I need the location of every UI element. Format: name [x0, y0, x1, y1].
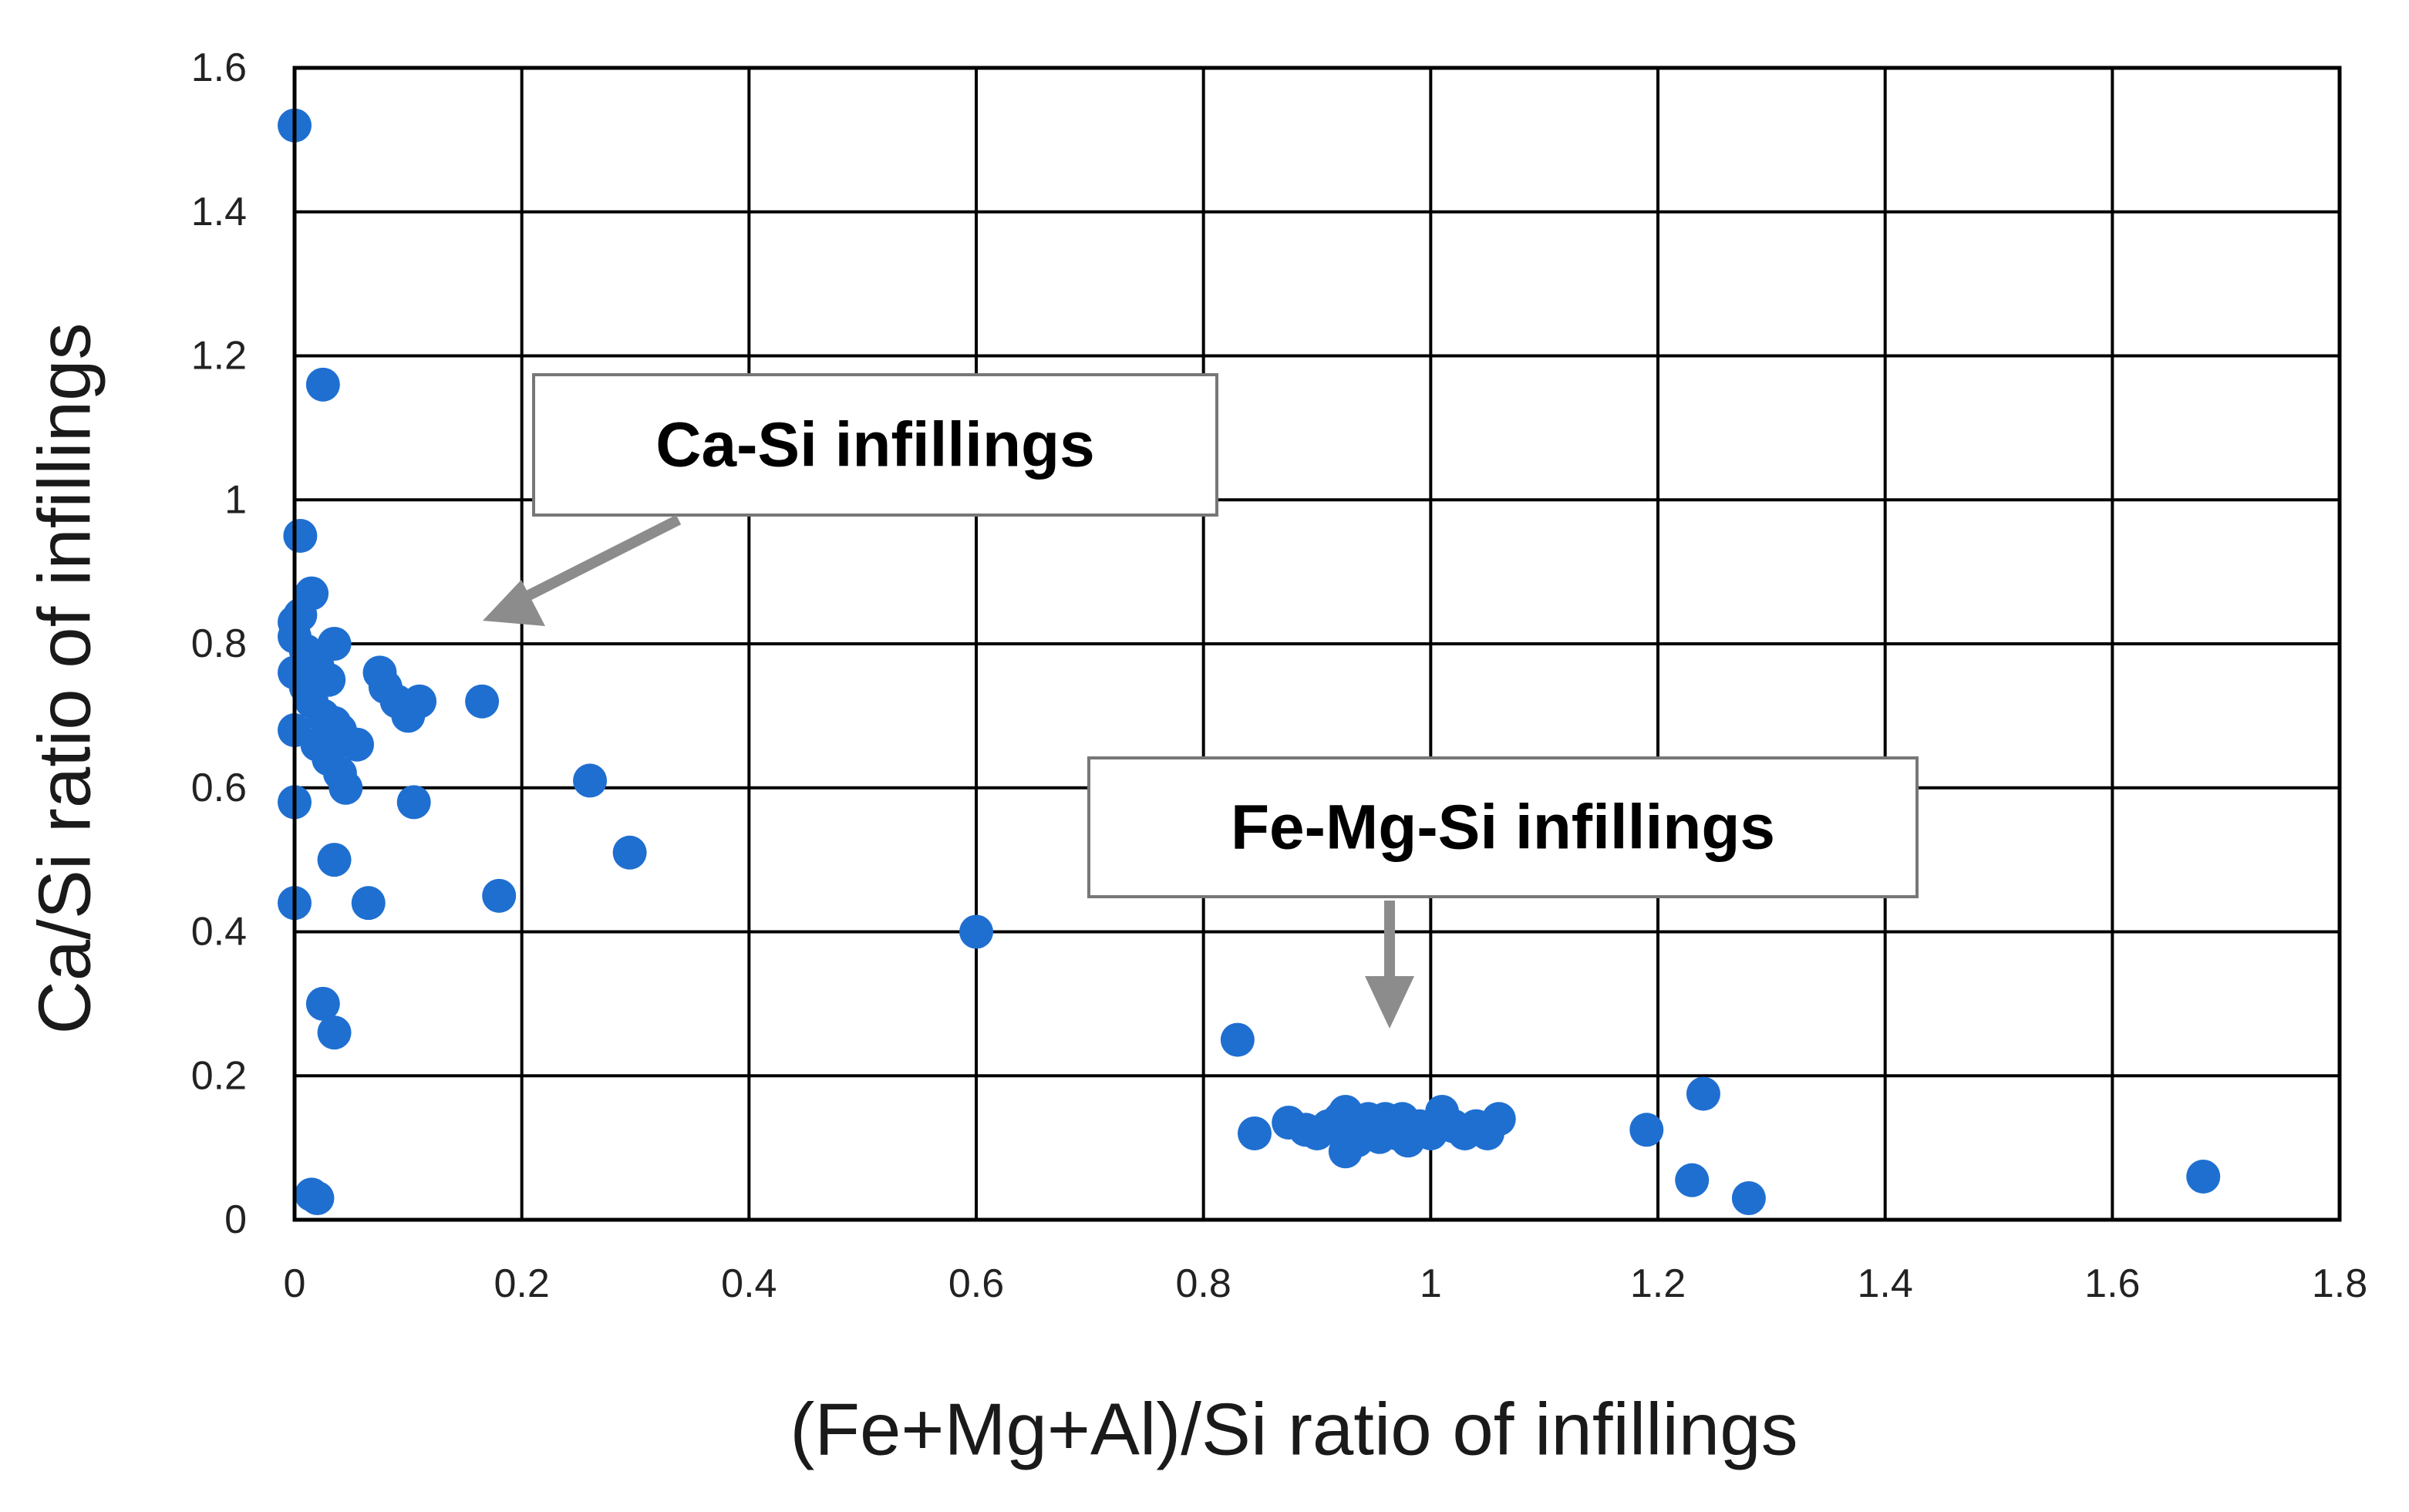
grid — [293, 66, 2341, 1221]
data-point-30 — [396, 785, 431, 820]
x-tick-label-9: 1.8 — [2312, 1261, 2367, 1306]
x-tick-label-6: 1.2 — [1630, 1261, 1686, 1306]
y-tick-label-1: 0.2 — [191, 1053, 247, 1098]
data-point-39 — [317, 1015, 352, 1050]
annotation-ca-si-arrow-shaft — [521, 514, 682, 603]
x-tick-label-4: 0.8 — [1176, 1261, 1231, 1306]
y-tick-label-6: 1.2 — [191, 334, 247, 379]
x-tick-label-7: 1.4 — [1858, 1261, 1913, 1306]
y-tick-label-7: 1.4 — [191, 190, 247, 234]
x-tick-label-8: 1.6 — [2084, 1261, 2140, 1306]
annotation-fe-mg-si-text: Fe-Mg-Si infillings — [1231, 793, 1775, 863]
x-tick-label-0: 0 — [284, 1261, 306, 1306]
x-axis-label: (Fe+Mg+Al)/Si ratio of infillings — [790, 1389, 1797, 1471]
data-point-2 — [283, 518, 318, 553]
data-point-1 — [305, 367, 340, 402]
annotation-fe-mg-si: Fe-Mg-Si infillings — [1087, 756, 1919, 1029]
data-point-22 — [328, 770, 363, 805]
x-tick-label-5: 1 — [1420, 1261, 1442, 1306]
data-point-38 — [305, 986, 340, 1021]
y-tick-label-4: 0.8 — [191, 621, 247, 666]
data-point-41 — [300, 1180, 335, 1215]
data-point-21 — [340, 727, 375, 762]
data-point-31 — [573, 763, 608, 798]
y-axis-label: Ca/Si ratio of infillings — [24, 322, 106, 1034]
annotation-ca-si-box — [532, 373, 1218, 517]
annotation-ca-si-text: Ca-Si infillings — [655, 410, 1094, 480]
data-point-28 — [403, 684, 437, 719]
data-point-70 — [1629, 1113, 1664, 1147]
x-tick-label-1: 0.2 — [494, 1261, 550, 1306]
data-point-29 — [465, 684, 500, 719]
annotation-fe-mg-si-box — [1087, 756, 1919, 898]
y-tick-labels: 0 0.2 0.4 0.6 0.8 1 1.2 1.4 1.6 — [191, 45, 247, 1242]
data-point-72 — [1675, 1163, 1710, 1197]
annotation-fe-mg-si-arrow-head — [1365, 976, 1414, 1029]
annotation-ca-si-arrow-head — [483, 580, 545, 626]
plot-frame — [292, 66, 2342, 1222]
x-tick-labels: 0 0.2 0.4 0.6 0.8 1 1.2 1.4 1.6 1.8 — [284, 1261, 2368, 1306]
x-tick-label-3: 0.6 — [948, 1261, 1004, 1306]
y-tick-label-5: 1 — [224, 477, 247, 522]
data-point-32 — [612, 835, 647, 870]
data-point-33 — [317, 843, 352, 877]
data-point-36 — [482, 878, 517, 913]
annotation-ca-si: Ca-Si infillings — [483, 373, 1218, 626]
data-point-71 — [1686, 1076, 1720, 1111]
data-point-73 — [1731, 1180, 1766, 1215]
data-points — [278, 108, 2221, 1215]
data-point-37 — [959, 914, 993, 949]
y-tick-label-8: 1.6 — [191, 45, 247, 90]
y-tick-label-2: 0.4 — [191, 910, 247, 955]
data-point-68 — [1481, 1102, 1516, 1137]
y-tick-label-3: 0.6 — [191, 766, 247, 810]
data-point-42 — [1220, 1022, 1255, 1057]
x-tick-label-2: 0.4 — [721, 1261, 777, 1306]
y-tick-label-0: 0 — [224, 1197, 247, 1242]
data-point-43 — [1237, 1116, 1272, 1150]
data-point-69 — [1328, 1134, 1363, 1169]
data-point-35 — [351, 886, 386, 921]
data-point-74 — [2186, 1159, 2221, 1194]
